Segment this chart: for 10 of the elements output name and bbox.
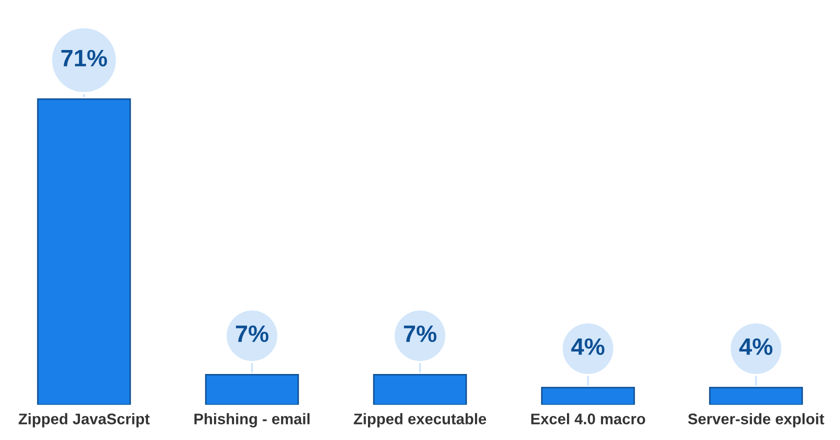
data-label: 7%	[404, 325, 436, 342]
x-tick-label: Server-side exploit	[688, 413, 824, 428]
x-tick-label: Zipped JavaScript	[18, 413, 150, 428]
data-label: 7%	[236, 325, 268, 342]
data-label: 4%	[571, 338, 604, 355]
x-tick-label: Zipped executable	[354, 413, 486, 428]
x-tick-label: Phishing - email	[194, 413, 310, 428]
data-label: 71%	[61, 50, 108, 66]
data-label: 4%	[739, 338, 772, 355]
x-tick-label: Excel 4.0 macro	[531, 413, 646, 424]
